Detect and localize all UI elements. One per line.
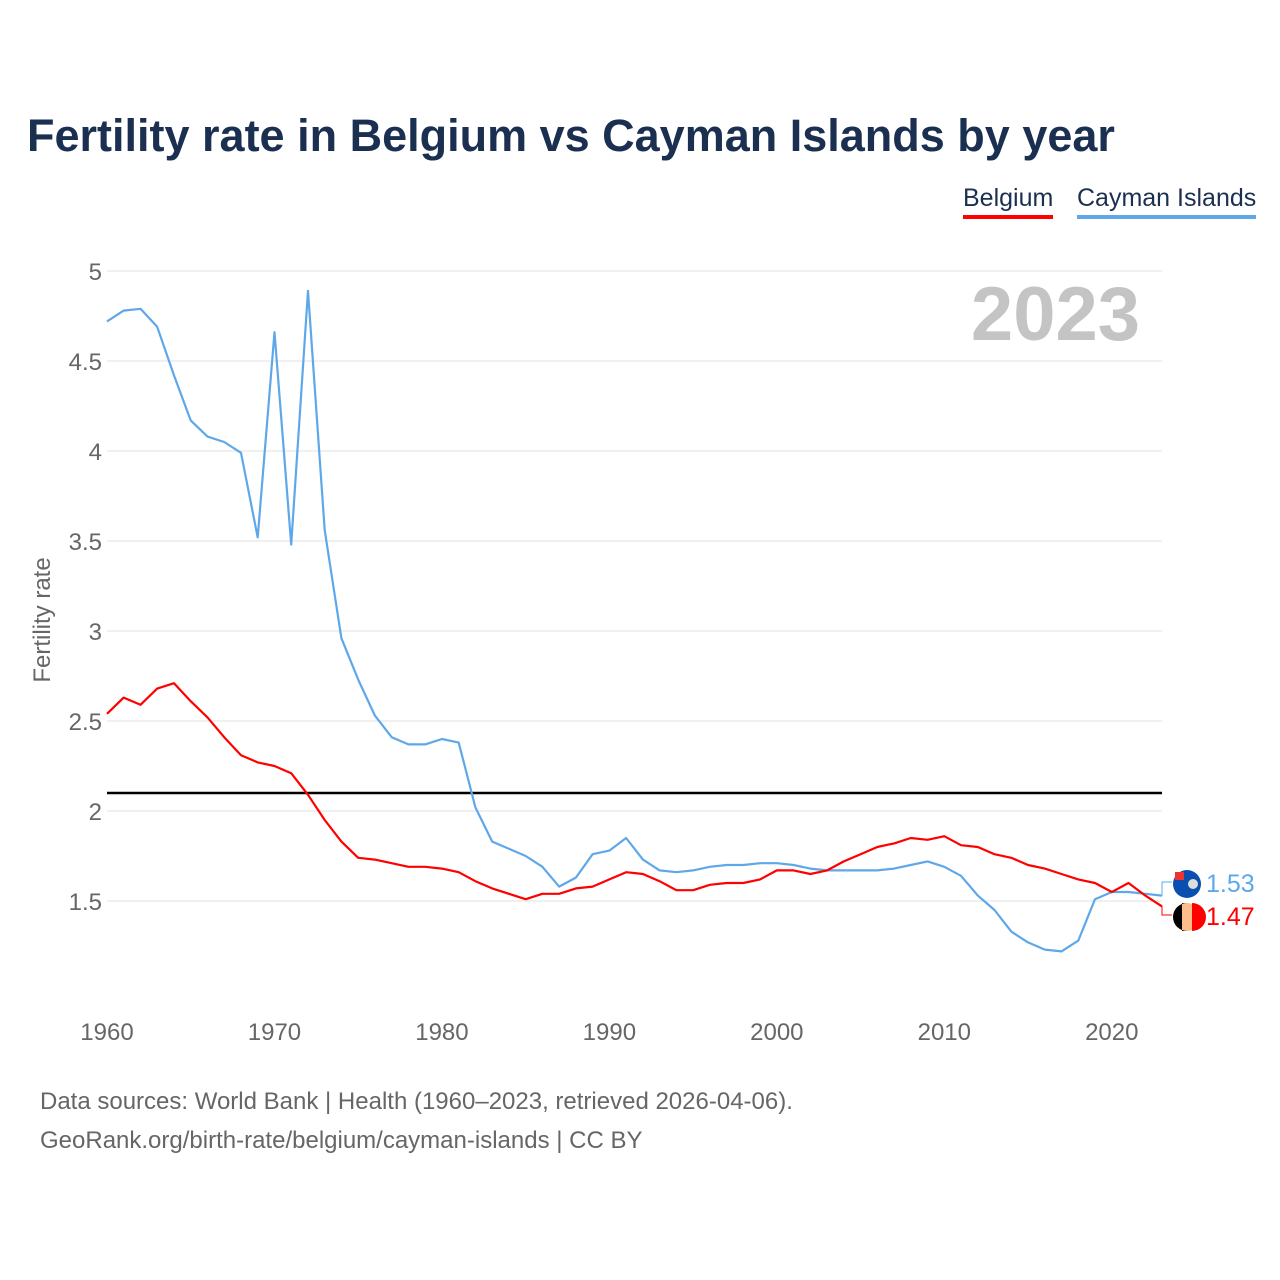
end-connector [1161, 906, 1172, 916]
end-value-label: 1.47 [1206, 903, 1255, 931]
x-tick-label: 1970 [248, 1019, 301, 1046]
cayman-flag-union-jack [1175, 872, 1184, 880]
cayman-flag-crest [1188, 879, 1198, 889]
x-tick-label: 2020 [1085, 1019, 1138, 1046]
end-value-label: 1.53 [1206, 870, 1255, 898]
y-tick-label: 4 [89, 439, 102, 466]
series-line-cayman-islands [106, 289, 1163, 953]
source-line-2[interactable]: GeoRank.org/birth-rate/belgium/cayman-is… [40, 1127, 643, 1154]
y-tick-label: 4.5 [69, 349, 102, 376]
y-tick-label: 5 [89, 259, 102, 286]
year-watermark: 2023 [971, 272, 1140, 357]
y-axis-label: Fertility rate [29, 557, 56, 682]
y-tick-label: 2.5 [69, 709, 102, 736]
chart-title: Fertility rate in Belgium vs Cayman Isla… [27, 110, 1115, 161]
y-tick-label: 1.5 [69, 889, 102, 916]
legend-cayman-islands[interactable]: Cayman Islands [1077, 184, 1257, 219]
x-tick-label: 2000 [750, 1019, 803, 1046]
source-line-1: Data sources: World Bank | Health (1960–… [40, 1088, 793, 1115]
belgium-flag-black-stripe [1173, 903, 1187, 931]
x-tick-label: 1980 [415, 1019, 468, 1046]
x-tick-label: 1990 [583, 1019, 636, 1046]
y-tick-label: 3 [89, 619, 102, 646]
end-connector [1161, 881, 1172, 896]
legend-belgium[interactable]: Belgium [963, 184, 1054, 219]
series-line-belgium [106, 682, 1163, 908]
y-tick-label: 3.5 [69, 529, 102, 556]
x-tick-label: 1960 [80, 1019, 133, 1046]
y-tick-label: 2 [89, 799, 102, 826]
belgium-flag-red-stripe [1192, 903, 1206, 931]
x-tick-label: 2010 [918, 1019, 971, 1046]
